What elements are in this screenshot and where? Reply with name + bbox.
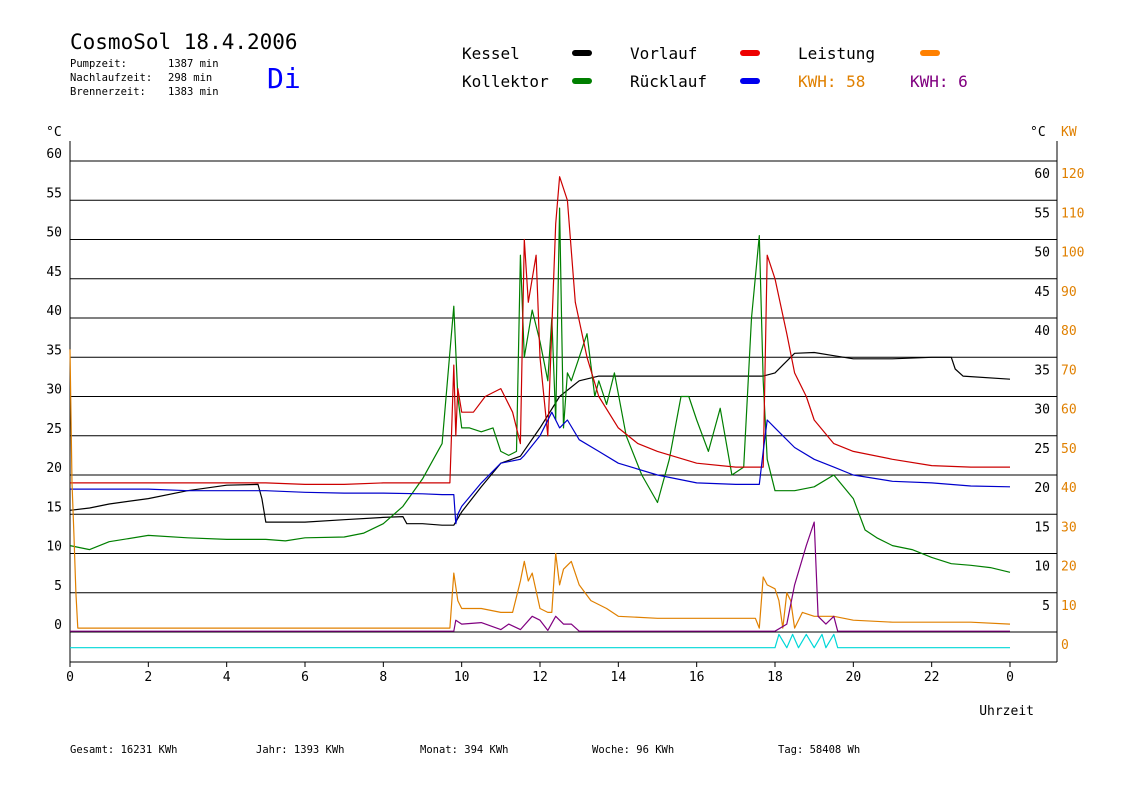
pumpzeit-value: 1387 min (168, 58, 219, 70)
y-tick-left-5: 5 (54, 579, 62, 594)
y-tick-left-60: 60 (46, 147, 62, 162)
y-tick-left-55: 55 (46, 186, 62, 201)
brennerzeit-value: 1383 min (168, 86, 219, 98)
x-tick-9: 18 (767, 670, 783, 685)
y-tick-right-10: 10 (1034, 560, 1050, 575)
y-tick-left-35: 35 (46, 343, 62, 358)
y-tick-right-25: 25 (1034, 442, 1050, 457)
series-line-5 (70, 521, 1010, 632)
x-tick-3: 6 (301, 670, 309, 685)
legend-leistung-label: Leistung (798, 44, 876, 63)
pumpzeit-label: Pumpzeit: (70, 58, 127, 70)
y-tick-kw-70: 70 (1061, 363, 1077, 378)
footer-jahr: Jahr: 1393 KWh (256, 744, 345, 756)
chart-title: CosmoSol 18.4.2006 (70, 30, 298, 54)
x-tick-7: 14 (611, 670, 627, 685)
y-tick-right-40: 40 (1034, 324, 1050, 339)
y-tick-kw-120: 120 (1061, 167, 1084, 182)
legend-kessel-label: Kessel (462, 44, 520, 63)
y-tick-left-20: 20 (46, 461, 62, 476)
y-tick-kw-0: 0 (1061, 638, 1069, 653)
legend-kwh-total: KWH: 58 (798, 72, 866, 91)
x-tick-5: 10 (454, 670, 470, 685)
y-tick-left-45: 45 (46, 265, 62, 280)
y-tick-right-55: 55 (1034, 206, 1050, 221)
legend-vorlauf-label: Vorlauf (630, 44, 698, 63)
y-axis-kw-unit: KW (1061, 125, 1077, 140)
footer-tag: Tag: 58408 Wh (778, 744, 861, 756)
footer-monat: Monat: 394 KWh (420, 744, 509, 756)
y-tick-kw-100: 100 (1061, 246, 1084, 261)
legend-vorlauf-swatch (740, 50, 760, 56)
x-tick-6: 12 (532, 670, 548, 685)
y-tick-right-35: 35 (1034, 363, 1050, 378)
y-tick-left-30: 30 (46, 383, 62, 398)
y-axis-left-unit: °C (46, 125, 62, 140)
y-tick-right-30: 30 (1034, 403, 1050, 418)
footer-woche: Woche: 96 KWh (592, 744, 675, 756)
x-tick-2: 4 (223, 670, 231, 685)
footer-gesamt: Gesamt: 16231 KWh (70, 744, 178, 756)
x-tick-10: 20 (846, 670, 862, 685)
series-line-3 (70, 411, 1011, 525)
legend-leistung-swatch (920, 50, 940, 56)
y-tick-kw-90: 90 (1061, 285, 1077, 300)
x-tick-8: 16 (689, 670, 705, 685)
x-tick-12: 0 (1006, 670, 1014, 685)
series-line-6 (70, 633, 1010, 649)
y-tick-right-15: 15 (1034, 520, 1050, 535)
x-axis-label: Uhrzeit (979, 704, 1034, 719)
y-tick-right-60: 60 (1034, 167, 1050, 182)
y-tick-left-50: 50 (46, 226, 62, 241)
y-tick-kw-60: 60 (1061, 403, 1077, 418)
y-axis-right-unit: °C (1030, 125, 1046, 140)
legend-ruecklauf-swatch (740, 78, 760, 84)
series-line-0 (69, 351, 1011, 526)
y-tick-kw-40: 40 (1061, 481, 1077, 496)
series-line-2 (70, 176, 1010, 485)
y-tick-right-20: 20 (1034, 481, 1050, 496)
y-tick-left-40: 40 (46, 304, 62, 319)
x-tick-11: 22 (924, 670, 940, 685)
series-line-1 (69, 207, 1011, 573)
y-tick-kw-20: 20 (1061, 560, 1077, 575)
nachlaufzeit-label: Nachlaufzeit: (70, 72, 153, 84)
x-tick-1: 2 (144, 670, 152, 685)
y-tick-kw-30: 30 (1061, 520, 1077, 535)
legend-kessel-swatch (572, 50, 592, 56)
y-tick-left-15: 15 (46, 500, 62, 515)
y-tick-kw-110: 110 (1061, 206, 1084, 221)
y-tick-left-10: 10 (46, 540, 62, 555)
y-tick-right-50: 50 (1034, 246, 1050, 261)
y-tick-kw-10: 10 (1061, 599, 1077, 614)
nachlaufzeit-value: 298 min (168, 72, 213, 84)
legend-ruecklauf-label: Rücklauf (630, 72, 708, 91)
weekday-label: Di (267, 62, 301, 95)
y-tick-right-45: 45 (1034, 285, 1050, 300)
y-tick-left-25: 25 (46, 422, 62, 437)
brennerzeit-label: Brennerzeit: (70, 86, 146, 98)
y-tick-right-5: 5 (1042, 599, 1050, 614)
x-tick-4: 8 (379, 670, 387, 685)
legend-kollektor-swatch (572, 78, 592, 84)
legend-kwh-second: KWH: 6 (910, 72, 968, 91)
legend-kollektor-label: Kollektor (462, 72, 549, 91)
series-line-4 (69, 349, 1011, 629)
y-tick-left-0: 0 (54, 618, 62, 633)
x-tick-0: 0 (66, 670, 74, 685)
y-tick-kw-80: 80 (1061, 324, 1077, 339)
y-tick-kw-50: 50 (1061, 442, 1077, 457)
